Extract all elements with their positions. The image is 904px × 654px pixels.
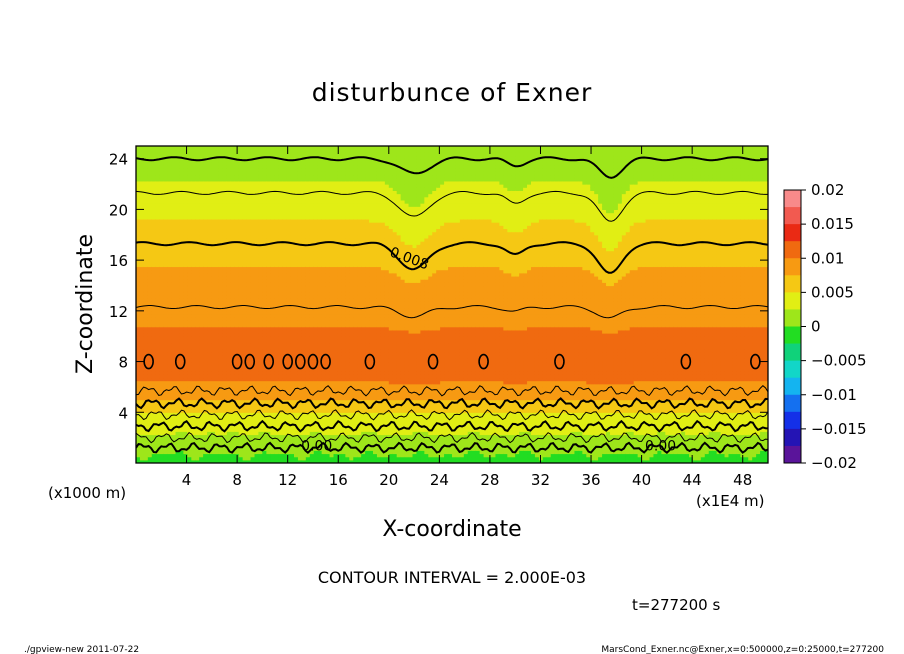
contour-plot-area: 0.00 0.000.008 4 8 12 16 20 24 28 32 36 40 44 484812…: [109, 145, 769, 489]
colorbar-band-6: [784, 292, 801, 310]
y-tick-label: 20: [109, 201, 128, 219]
contour-line-4: [136, 397, 768, 410]
contour-cell-1: [174, 353, 186, 370]
colorbar-tick-label: −0.015: [811, 420, 867, 438]
contour-line-7: [136, 241, 768, 274]
colorbar-tick-label: 0.01: [811, 249, 844, 267]
contour-line-5: [136, 385, 768, 397]
colorbar-band-0: [784, 190, 801, 208]
x-tick-label: 40: [632, 471, 651, 489]
plot-frame: [135, 145, 769, 464]
contour-cell-3: [244, 353, 256, 370]
x-tick-label: 8: [232, 471, 242, 489]
colorbar-band-2: [784, 224, 801, 242]
x-tick-label: 32: [531, 471, 550, 489]
colorbar-band-14: [784, 428, 801, 447]
contour-cell-2: [231, 353, 243, 370]
colorbar-band-5: [784, 275, 801, 293]
contour-cell-11: [478, 353, 489, 370]
contour-cell-12: [554, 353, 565, 370]
colorbar-band-9: [784, 343, 801, 362]
contour-cell-0: [143, 353, 154, 370]
footer-right: MarsCond_Exner.nc@Exner,x=0:500000,z=0:2…: [601, 645, 884, 654]
y-tick-label: 24: [109, 151, 128, 169]
contour-cell-5: [282, 353, 293, 370]
y-axis-label: Z-coordinate: [73, 234, 98, 374]
colorbar-band-7: [784, 309, 801, 327]
contour-lines: [136, 156, 768, 455]
colorbar-band-15: [784, 445, 801, 464]
contour-line-8: [136, 190, 768, 222]
contour-cell-10: [427, 353, 439, 370]
colorbar-tick-label: 0: [811, 318, 821, 336]
contour-interval-note: CONTOUR INTERVAL = 2.000E-03: [318, 568, 586, 587]
y-unit-label: (x1000 m): [48, 484, 126, 502]
colorbar-tick-label: 0.005: [811, 283, 854, 301]
x-tick-label: 12: [278, 471, 297, 489]
x-tick-label: 44: [683, 471, 702, 489]
colorbar-ticks: 0.02 0.015 0.01 0.005 0 −0.005 −0.01 −0.015 −0.0…: [801, 181, 867, 472]
colorbar-tick-label: −0.005: [811, 352, 867, 370]
colorbar-tick-label: 0.015: [811, 215, 854, 233]
x-tick-label: 16: [329, 471, 348, 489]
filled-contours: [136, 146, 768, 463]
contour-label-1: 0.00: [645, 438, 676, 454]
x-tick-label: 24: [430, 471, 449, 489]
colorbar-band-11: [784, 377, 801, 396]
x-tick-label: 4: [182, 471, 192, 489]
x-axis-label: X-coordinate: [382, 517, 521, 542]
contour-line-3: [136, 409, 768, 421]
colorbar-band-3: [784, 241, 801, 259]
colorbar-bands: [784, 190, 801, 464]
colorbar-band-1: [784, 207, 801, 225]
contour-cell-14: [750, 353, 761, 370]
contour-cell-7: [307, 353, 319, 370]
x-tick-label: 36: [581, 471, 600, 489]
contour-line-6: [136, 304, 768, 319]
chart-title: disturbunce of Exner: [312, 78, 593, 107]
colorbar-band-8: [784, 326, 801, 344]
colorbar-band-12: [784, 394, 801, 413]
y-tick-label: 12: [109, 303, 128, 321]
contour-cell-6: [295, 353, 306, 370]
colorbar-band-13: [784, 411, 801, 430]
x-unit-label: (x1E4 m): [696, 492, 765, 510]
colorbar-tick-label: 0.02: [811, 181, 844, 199]
colorbar-band-4: [784, 258, 801, 276]
y-tick-label: 4: [118, 404, 128, 422]
contour-label-0: 0.00: [301, 438, 332, 454]
contour-line-0: [136, 441, 768, 455]
colorbar-tick-label: −0.01: [811, 386, 857, 404]
y-tick-label: 8: [118, 354, 128, 372]
contour-cell-4: [263, 353, 275, 370]
colorbar-band-10: [784, 360, 801, 379]
colorbar-tick-label: −0.02: [811, 454, 857, 472]
y-tick-label: 16: [109, 252, 128, 270]
x-tick-label: 28: [480, 471, 499, 489]
x-tick-label: 20: [379, 471, 398, 489]
footer-left: ./gpview-new 2011-07-22: [24, 645, 139, 654]
x-tick-label: 48: [733, 471, 752, 489]
contour-line-1: [136, 432, 768, 444]
contour-cell-9: [364, 353, 376, 370]
contour-cell-13: [680, 353, 692, 370]
colorbar: 0.02 0.015 0.01 0.005 0 −0.005 −0.01 −0.015 −0.0…: [783, 181, 867, 472]
contour-line-2: [136, 419, 768, 433]
contour-line-9: [136, 156, 768, 179]
contour-cell-8: [320, 353, 331, 370]
time-label: t=277200 s: [632, 596, 720, 614]
